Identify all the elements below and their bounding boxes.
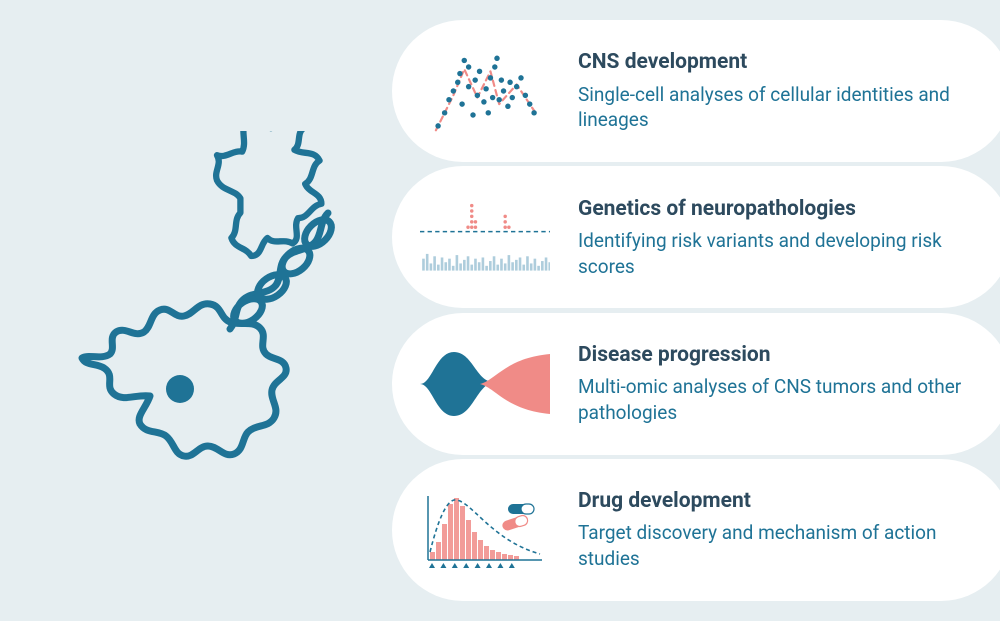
capability-row-drug-development: Drug development Target discovery and me…: [420, 465, 980, 595]
capability-desc: Single-cell analyses of cellular identit…: [578, 82, 980, 133]
capability-title: Drug development: [578, 488, 980, 514]
capabilities-list: CNS development Single-cell analyses of …: [420, 0, 1000, 621]
scatter-lineage-icon: [420, 41, 550, 141]
neuron-icon: [70, 131, 370, 491]
capability-title: Genetics of neuropathologies: [578, 196, 980, 222]
dose-response-pill-icon: [420, 480, 550, 580]
capability-desc: Target discovery and mechanism of action…: [578, 520, 980, 571]
neuron-illustration-region: [0, 0, 440, 621]
flow-divergence-icon: [420, 334, 550, 434]
capability-row-genetics: Genetics of neuropathologies Identifying…: [420, 172, 980, 302]
capability-title: CNS development: [578, 49, 980, 75]
capability-desc: Multi-omic analyses of CNS tumors and ot…: [578, 374, 980, 425]
capability-row-cns-development: CNS development Single-cell analyses of …: [420, 26, 980, 156]
capability-row-disease-progression: Disease progression Multi-omic analyses …: [420, 319, 980, 449]
manhattan-plot-icon: [420, 187, 550, 287]
capability-desc: Identifying risk variants and developing…: [578, 228, 980, 279]
capability-title: Disease progression: [578, 342, 980, 368]
